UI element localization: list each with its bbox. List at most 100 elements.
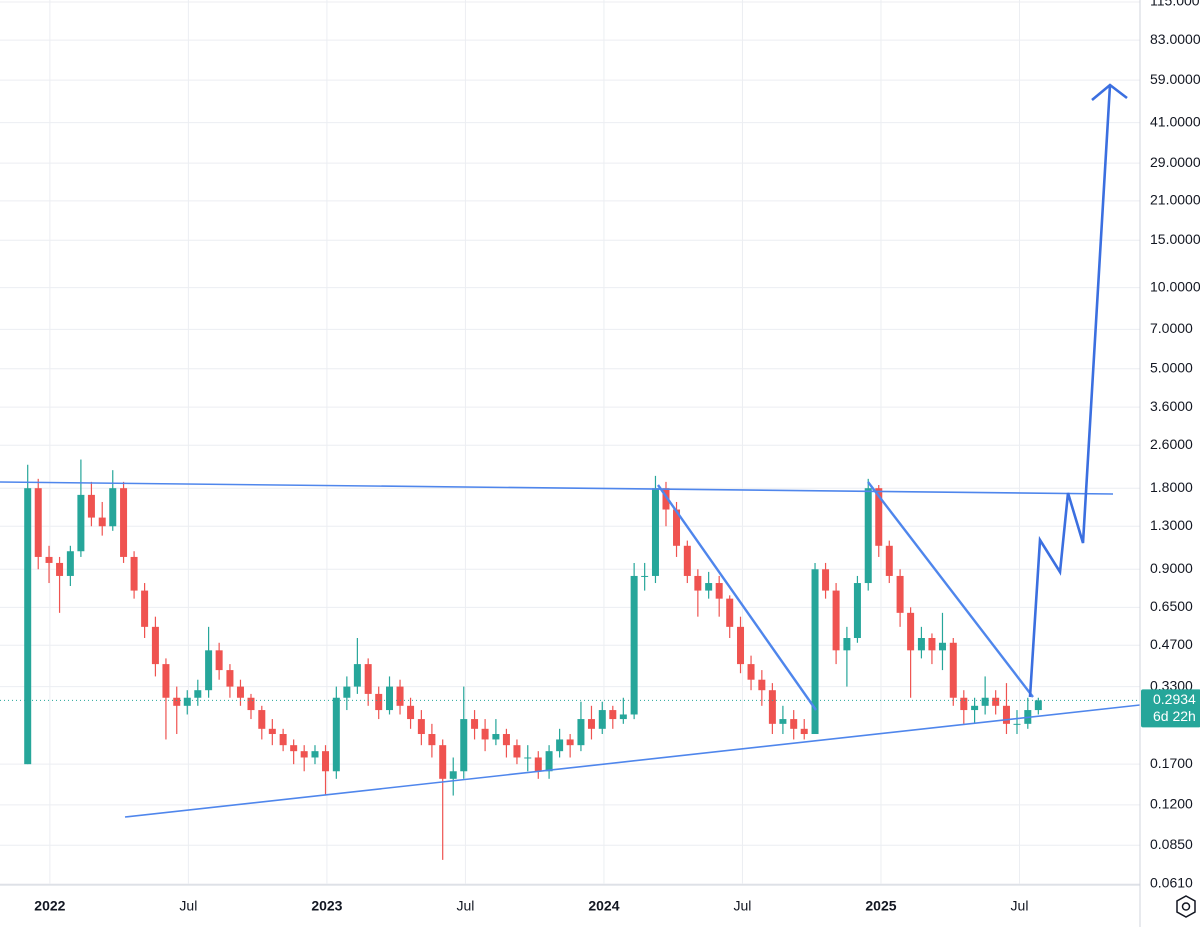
- x-tick-label: Jul: [456, 898, 474, 914]
- last-price-label: 0.2934: [1153, 691, 1196, 707]
- candle-body: [236, 686, 244, 698]
- support-line: [124, 704, 1140, 818]
- candle-body: [460, 719, 468, 772]
- candle-body: [205, 650, 213, 691]
- candle-body: [428, 734, 436, 746]
- candle-body: [279, 734, 287, 746]
- drawings: [0, 83, 1140, 818]
- x-tick-label: Jul: [1011, 898, 1029, 914]
- candle-body: [715, 583, 723, 599]
- y-tick-label: 0.6500: [1150, 598, 1193, 614]
- candle-body: [24, 488, 32, 765]
- candle-body: [439, 745, 447, 779]
- candle-body: [885, 545, 893, 576]
- candle-body: [56, 562, 64, 576]
- candle-body: [864, 488, 872, 584]
- candle-body: [258, 710, 266, 729]
- candle-body: [790, 719, 798, 729]
- candle-body: [811, 569, 819, 735]
- candle-body: [481, 728, 489, 740]
- candle-body: [1034, 700, 1042, 711]
- candle-body: [694, 575, 702, 591]
- x-tick-label: Jul: [734, 898, 752, 914]
- candle-body: [800, 728, 808, 735]
- candle-body: [386, 686, 394, 711]
- x-tick-label: 2025: [865, 898, 896, 914]
- y-tick-label: 1.3000: [1150, 517, 1193, 533]
- candle-body: [141, 590, 149, 627]
- candle-body: [917, 638, 925, 651]
- y-tick-label: 0.3300: [1150, 677, 1193, 693]
- candle-body: [556, 739, 564, 752]
- candle-body: [513, 745, 521, 758]
- candle-body: [768, 690, 776, 724]
- candle-body: [651, 488, 659, 576]
- y-tick-label: 29.0000: [1150, 154, 1200, 170]
- candle-body: [992, 697, 1000, 706]
- y-tick-label: 115.0000: [1150, 0, 1200, 9]
- candle-body: [226, 670, 234, 687]
- candle-body: [417, 719, 425, 735]
- candle-body: [1002, 705, 1010, 724]
- x-tick-label: 2022: [34, 898, 65, 914]
- settings-hex[interactable]: [1176, 895, 1196, 918]
- y-tick-label: 41.0000: [1150, 113, 1200, 129]
- candle-body: [843, 638, 851, 651]
- candle-body: [34, 488, 42, 557]
- projection-arrowhead: [1091, 83, 1128, 101]
- x-tick-label: 2024: [588, 898, 619, 914]
- candle-body: [471, 719, 479, 729]
- x-tick-label: 2023: [311, 898, 342, 914]
- candle-body: [630, 575, 638, 715]
- candle-body: [322, 751, 330, 772]
- candle-body: [151, 626, 159, 665]
- candle-body: [609, 710, 617, 720]
- candle-body: [673, 509, 681, 546]
- settings-icon[interactable]: [1176, 895, 1196, 918]
- candle-body: [545, 751, 553, 772]
- candle-body: [215, 650, 223, 671]
- candle-body: [598, 710, 606, 729]
- candle-body: [364, 664, 372, 694]
- candle-body: [619, 714, 627, 720]
- candle-body: [566, 739, 574, 746]
- candle-body: [641, 575, 649, 577]
- last-price-box: [1141, 689, 1200, 728]
- candle-body: [981, 697, 989, 706]
- downtrend-line: [867, 481, 1034, 698]
- y-tick-label: 2.6000: [1150, 436, 1193, 452]
- y-tick-label: 83.0000: [1150, 31, 1200, 47]
- candle-body: [311, 751, 319, 758]
- axes: 115.0000 83.0000 59.0000 41.0000 29.0000 21.0…: [34, 0, 1200, 914]
- y-tick-label: 59.0000: [1150, 71, 1200, 87]
- candle-body: [683, 545, 691, 576]
- candle-body: [66, 551, 74, 576]
- candle-body: [822, 569, 830, 591]
- candle-body: [907, 612, 915, 651]
- candle-body: [45, 556, 53, 563]
- y-tick-label: 21.0000: [1150, 192, 1200, 208]
- candle-body: [396, 686, 404, 706]
- candle-body: [290, 745, 298, 752]
- y-tick-label: 0.4700: [1150, 636, 1193, 652]
- downtrend-line: [657, 484, 817, 711]
- candle-body: [300, 751, 308, 758]
- candle-body: [87, 494, 95, 518]
- candle-body: [492, 734, 500, 740]
- candle-body: [662, 488, 670, 510]
- candle-body: [332, 697, 340, 772]
- candle-body: [747, 664, 755, 680]
- candle-body: [705, 583, 713, 591]
- y-tick-label: 0.0610: [1150, 875, 1193, 891]
- candle-body: [534, 757, 542, 772]
- candle-body: [77, 494, 85, 552]
- candle-body: [853, 583, 861, 639]
- candle-body: [524, 757, 532, 759]
- settings-dot[interactable]: [1181, 902, 1191, 911]
- y-tick-label: 1.8000: [1150, 479, 1193, 495]
- y-tick-label: 0.9000: [1150, 560, 1193, 576]
- candle-body: [726, 598, 734, 627]
- candle-body: [949, 642, 957, 698]
